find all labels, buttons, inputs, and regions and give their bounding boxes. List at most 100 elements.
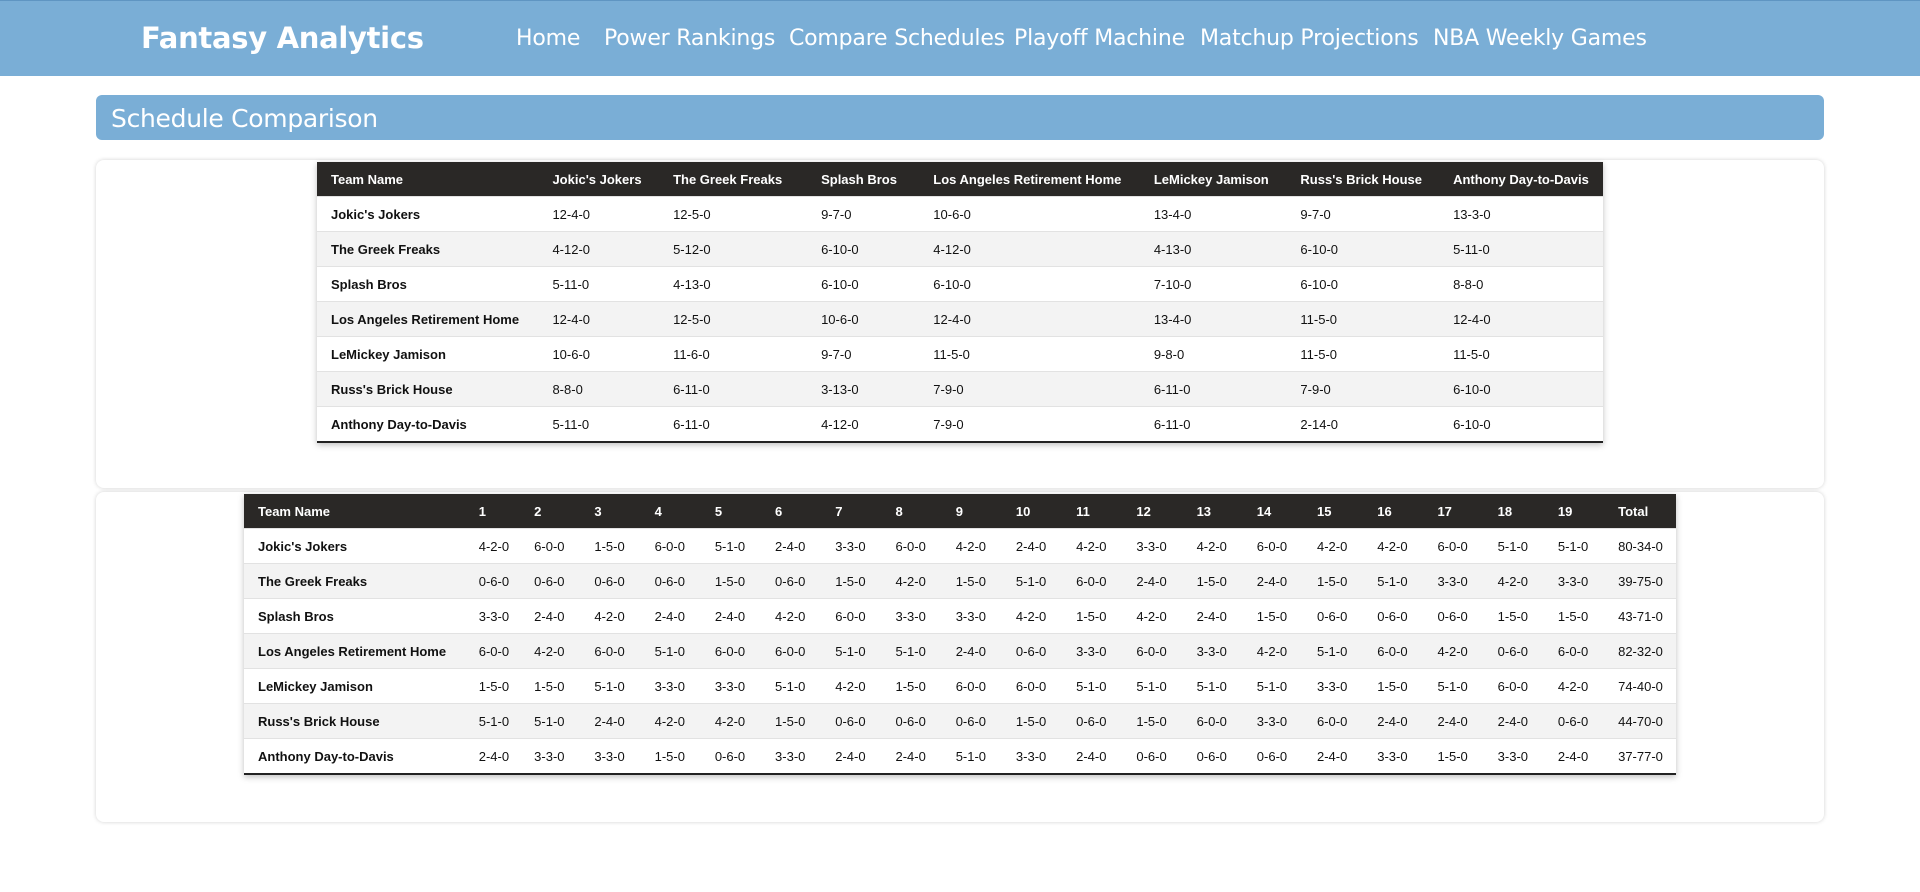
comparison-card: Team Name Jokic's Jokers The Greek Freaks S… xyxy=(96,160,1824,488)
team-name-cell: Russ's Brick House xyxy=(317,371,539,407)
record-cell: 9-7-0 xyxy=(807,336,920,372)
record-cell: 1-5-0 xyxy=(520,668,581,704)
nav-home[interactable]: Home xyxy=(516,26,581,51)
column-header: Los Angeles Retirement Home xyxy=(919,162,1140,197)
record-cell: 4-2-0 xyxy=(761,598,822,634)
record-cell: 12-4-0 xyxy=(538,301,660,337)
page-title: Schedule Comparison xyxy=(111,104,378,133)
record-cell: 6-0-0 xyxy=(700,633,762,669)
column-header: 6 xyxy=(761,494,822,529)
record-cell: 1-5-0 xyxy=(1062,598,1123,634)
record-cell: 11-6-0 xyxy=(659,336,808,372)
record-cell: 2-4-0 xyxy=(1001,528,1063,564)
record-cell: 2-4-0 xyxy=(1242,563,1303,599)
record-cell: 5-1-0 xyxy=(1182,668,1243,704)
record-cell: 0-6-0 xyxy=(1303,598,1364,634)
column-header: 5 xyxy=(700,494,762,529)
record-cell: 2-4-0 xyxy=(881,738,942,774)
record-cell: 2-4-0 xyxy=(580,703,641,739)
record-cell: 5-1-0 xyxy=(1303,633,1364,669)
record-cell: 4-2-0 xyxy=(520,633,581,669)
record-cell: 0-6-0 xyxy=(1363,598,1424,634)
column-header: 14 xyxy=(1242,494,1303,529)
section-header: Schedule Comparison xyxy=(96,95,1824,140)
record-cell: 1-5-0 xyxy=(1423,738,1484,774)
record-cell: 44-70-0 xyxy=(1604,703,1676,739)
record-cell: 0-6-0 xyxy=(1001,633,1063,669)
record-cell: 12-4-0 xyxy=(919,301,1140,337)
record-cell: 1-5-0 xyxy=(640,738,701,774)
record-cell: 37-77-0 xyxy=(1604,738,1676,774)
schedule-comparison-table: Team Name Jokic's Jokers The Greek Freaks S… xyxy=(317,162,1603,443)
table-row: The Greek Freaks 4-12-0 5-12-0 6-10-0 4-12-0… xyxy=(317,231,1603,267)
record-cell: 6-10-0 xyxy=(1439,406,1603,442)
nav-compare-schedules[interactable]: Compare Schedules xyxy=(789,26,1005,51)
nav-power-rankings[interactable]: Power Rankings xyxy=(604,26,776,51)
record-cell: 2-4-0 xyxy=(1363,703,1424,739)
nav-playoff-machine[interactable]: Playoff Machine xyxy=(1014,26,1185,51)
record-cell: 39-75-0 xyxy=(1604,563,1676,599)
record-cell: 4-2-0 xyxy=(821,668,882,704)
column-header: The Greek Freaks xyxy=(659,162,808,197)
record-cell: 7-9-0 xyxy=(1286,371,1440,407)
record-cell: 0-6-0 xyxy=(881,703,942,739)
record-cell: 4-2-0 xyxy=(1303,528,1364,564)
record-cell: 2-4-0 xyxy=(1303,738,1364,774)
record-cell: 1-5-0 xyxy=(1122,703,1183,739)
record-cell: 0-6-0 xyxy=(1543,703,1605,739)
record-cell: 6-0-0 xyxy=(1303,703,1364,739)
record-cell: 1-5-0 xyxy=(1182,563,1243,599)
record-cell: 82-32-0 xyxy=(1604,633,1676,669)
table-row: Los Angeles Retirement Home 6-0-0 4-2-0 6-0… xyxy=(244,633,1676,669)
record-cell: 2-4-0 xyxy=(464,738,521,774)
record-cell: 6-0-0 xyxy=(520,528,581,564)
nav-nba-weekly-games[interactable]: NBA Weekly Games xyxy=(1433,26,1647,51)
record-cell: 7-10-0 xyxy=(1139,266,1287,302)
record-cell: 5-1-0 xyxy=(464,703,521,739)
record-cell: 4-2-0 xyxy=(580,598,641,634)
column-header: 13 xyxy=(1182,494,1243,529)
record-cell: 5-1-0 xyxy=(1543,528,1605,564)
record-cell: 2-4-0 xyxy=(520,598,581,634)
column-header: 15 xyxy=(1303,494,1364,529)
record-cell: 9-7-0 xyxy=(1286,196,1440,232)
record-cell: 1-5-0 xyxy=(761,703,822,739)
team-name-cell: Los Angeles Retirement Home xyxy=(317,301,539,337)
record-cell: 3-3-0 xyxy=(700,668,762,704)
nav-matchup-projections[interactable]: Matchup Projections xyxy=(1200,26,1419,51)
record-cell: 11-5-0 xyxy=(1439,336,1603,372)
record-cell: 0-6-0 xyxy=(1182,738,1243,774)
team-name-cell: Russ's Brick House xyxy=(244,703,465,739)
record-cell: 2-4-0 xyxy=(761,528,822,564)
record-cell: 3-3-0 xyxy=(941,598,1002,634)
record-cell: 6-0-0 xyxy=(1543,633,1605,669)
table-header-row: Team Name Jokic's Jokers The Greek Freaks S… xyxy=(317,162,1603,197)
record-cell: 5-11-0 xyxy=(538,406,660,442)
record-cell: 6-0-0 xyxy=(1001,668,1063,704)
record-cell: 3-3-0 xyxy=(881,598,942,634)
column-header: 9 xyxy=(941,494,1002,529)
weekly-card: Team Name 1 2 3 4 5 6 7 8 9 10 11 12 13 14 15 16 17 18 19 To… xyxy=(96,492,1824,822)
record-cell: 43-71-0 xyxy=(1604,598,1676,634)
record-cell: 3-3-0 xyxy=(1303,668,1364,704)
brand-logo[interactable]: Fantasy Analytics xyxy=(141,21,424,55)
record-cell: 4-13-0 xyxy=(659,266,808,302)
team-name-cell: Jokic's Jokers xyxy=(317,196,539,232)
record-cell: 7-9-0 xyxy=(919,406,1140,442)
column-header: 19 xyxy=(1543,494,1605,529)
record-cell: 5-1-0 xyxy=(1242,668,1303,704)
column-header: LeMickey Jamison xyxy=(1139,162,1287,197)
record-cell: 4-2-0 xyxy=(1242,633,1303,669)
record-cell: 6-0-0 xyxy=(1423,528,1484,564)
table-row: Russ's Brick House 8-8-0 6-11-0 3-13-0 7-9-0… xyxy=(317,371,1603,407)
column-header: 16 xyxy=(1363,494,1424,529)
record-cell: 3-3-0 xyxy=(1122,528,1183,564)
record-cell: 2-4-0 xyxy=(1483,703,1544,739)
record-cell: 4-2-0 xyxy=(640,703,701,739)
record-cell: 2-4-0 xyxy=(1182,598,1243,634)
record-cell: 5-1-0 xyxy=(821,633,882,669)
record-cell: 4-12-0 xyxy=(807,406,920,442)
team-name-cell: Anthony Day-to-Davis xyxy=(244,738,465,774)
column-header-team-name: Team Name xyxy=(244,494,465,529)
record-cell: 4-2-0 xyxy=(1483,563,1544,599)
